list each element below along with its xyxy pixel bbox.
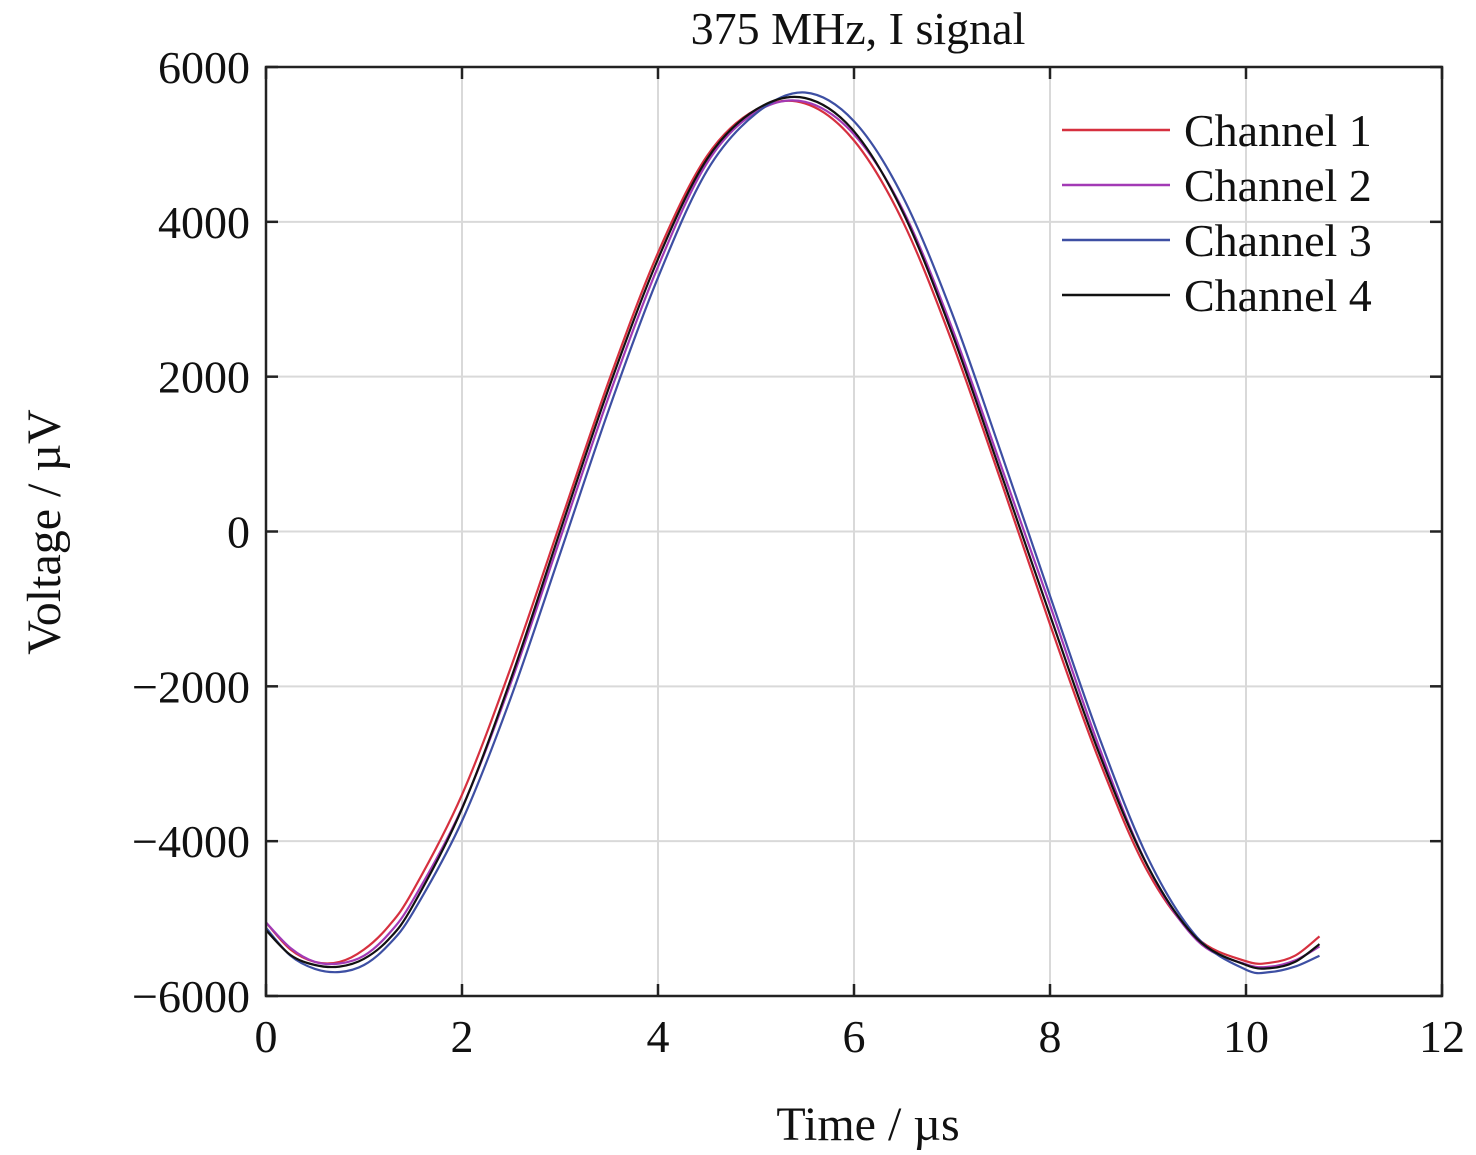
axis-ticks (264, 65, 1444, 998)
x-tick-label: 4 (647, 1011, 670, 1062)
series-lines (265, 91, 1321, 975)
legend-entry: Channel 3 (1062, 215, 1372, 266)
y-tick-label: 0 (227, 507, 250, 558)
x-tick-labels: 0 2 4 6 8 10 12 (255, 1011, 1466, 1062)
y-tick-label: −6000 (132, 971, 250, 1022)
legend-label: Channel 2 (1184, 160, 1372, 211)
x-tick-label: 2 (451, 1011, 474, 1062)
series-line-channel-4 (265, 95, 1321, 970)
legend-entry: Channel 4 (1062, 270, 1372, 321)
x-tick-label: 6 (843, 1011, 866, 1062)
x-tick-label: 8 (1039, 1011, 1062, 1062)
series-line-channel-3 (265, 91, 1320, 975)
chart-title: 375 MHz, I signal (691, 3, 1026, 54)
y-axis-label: Voltage / µV (18, 409, 71, 655)
series-line-channel-2 (265, 99, 1321, 969)
legend-entry: Channel 2 (1062, 160, 1372, 211)
y-tick-label: 2000 (158, 352, 250, 403)
y-tick-label: −2000 (132, 661, 250, 712)
legend-label: Channel 1 (1184, 105, 1372, 156)
y-tick-label: 4000 (158, 197, 250, 248)
x-tick-label: 12 (1419, 1011, 1465, 1062)
legend-label: Channel 4 (1184, 270, 1372, 321)
y-tick-labels: 6000 4000 2000 0 −2000 −4000 −6000 (132, 42, 250, 1022)
x-tick-label: 10 (1223, 1011, 1269, 1062)
x-tick-label: 0 (255, 1011, 278, 1062)
y-tick-label: −4000 (132, 816, 250, 867)
grid (266, 67, 1442, 996)
x-axis-label: Time / µs (776, 1098, 959, 1151)
legend-label: Channel 3 (1184, 215, 1372, 266)
y-tick-label: 6000 (158, 42, 250, 93)
legend-entry: Channel 1 (1062, 105, 1372, 156)
